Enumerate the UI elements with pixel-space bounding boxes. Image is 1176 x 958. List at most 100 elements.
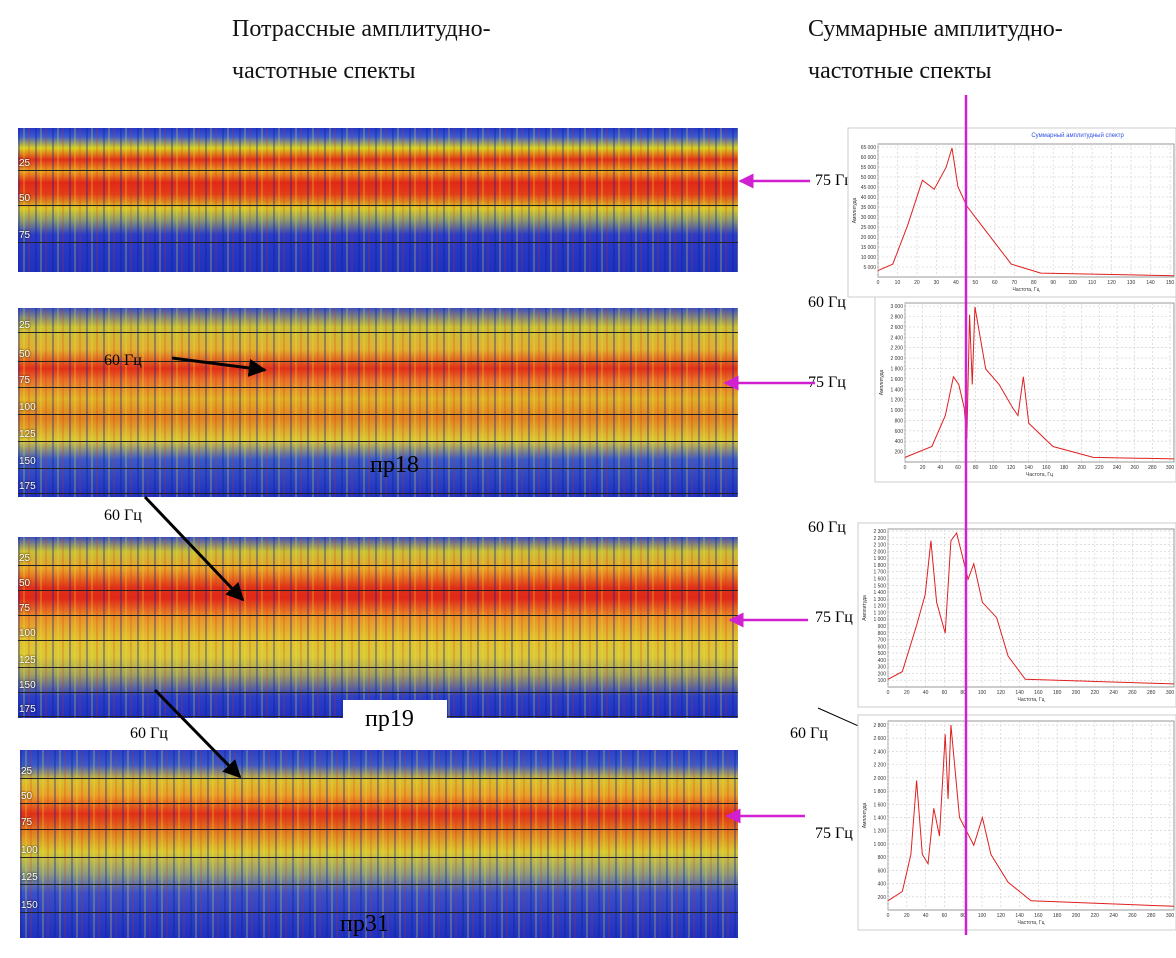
x-tick-label: 240 [1109, 913, 1118, 919]
y-tick-label: 25 000 [861, 225, 877, 231]
x-tick-label: 120 [997, 913, 1006, 919]
x-tick-label: 140 [1146, 280, 1155, 286]
x-tick-label: 220 [1095, 465, 1104, 471]
heading: частотные спекты [808, 58, 992, 84]
y-tick-label: 1 600 [873, 802, 886, 808]
depth-line [18, 170, 738, 171]
y-tick-label: 1 800 [890, 366, 903, 372]
x-tick-label: 280 [1148, 465, 1157, 471]
x-tick-label: 100 [989, 465, 998, 471]
x-tick-label: 50 [973, 280, 979, 286]
depth-tick-label: 125 [19, 429, 36, 440]
depth-tick-label: 75 [21, 817, 33, 828]
x-tick-label: 180 [1053, 690, 1062, 696]
depth-line [18, 441, 738, 442]
depth-line [18, 667, 738, 668]
depth-line [20, 884, 738, 885]
depth-line [20, 857, 738, 858]
x-tick-label: 100 [978, 913, 987, 919]
depth-line [18, 414, 738, 415]
x-tick-label: 120 [997, 690, 1006, 696]
y-tick-label: 50 000 [861, 175, 877, 181]
y-tick-label: 2 200 [890, 346, 903, 352]
x-tick-label: 80 [960, 913, 966, 919]
y-tick-label: 400 [895, 439, 904, 445]
y-tick-label: 2 300 [873, 529, 886, 535]
y-tick-label: 800 [895, 418, 904, 424]
y-tick-label: 2 000 [873, 776, 886, 782]
x-tick-label: 40 [938, 465, 944, 471]
y-axis-label: Амплитуда [862, 803, 868, 829]
x-tick-label: 200 [1072, 913, 1081, 919]
x-axis-label: Частота, Гц [1013, 287, 1040, 293]
y-tick-label: 2 600 [890, 325, 903, 331]
marker-60-left: 60 Гц [104, 507, 142, 524]
spectrogram [18, 128, 738, 272]
y-tick-label: 65 000 [861, 145, 877, 151]
depth-line [18, 332, 738, 333]
heading: Потрассные амплитудно- [232, 16, 491, 42]
x-tick-label: 300 [1166, 913, 1175, 919]
depth-tick-label: 75 [19, 375, 31, 386]
depth-tick-label: 50 [19, 578, 31, 589]
depth-tick-label: 150 [19, 680, 36, 691]
x-tick-label: 160 [1034, 690, 1043, 696]
heading: Суммарные амплитудно- [808, 16, 1063, 42]
x-tick-label: 40 [923, 913, 929, 919]
y-tick-label: 1 800 [873, 563, 886, 569]
spectrum-title: Суммарный амплитудный спектр [1031, 132, 1124, 139]
y-tick-label: 2 100 [873, 543, 886, 549]
marker-60-right: 60 Гц [790, 725, 828, 742]
depth-tick-label: 175 [19, 704, 36, 715]
depth-line [18, 242, 738, 243]
y-tick-label: 1 300 [873, 597, 886, 603]
y-tick-label: 10 000 [861, 255, 877, 261]
marker-60-left: 60 Гц [130, 725, 168, 742]
x-tick-label: 240 [1113, 465, 1122, 471]
x-tick-label: 10 [895, 280, 901, 286]
depth-line [18, 692, 738, 693]
y-tick-label: 1 200 [873, 604, 886, 610]
x-tick-label: 130 [1127, 280, 1136, 286]
plot-area [904, 302, 1175, 463]
y-tick-label: 3 000 [890, 304, 903, 310]
spectrum-curve [877, 147, 1175, 277]
depth-tick-label: 25 [19, 553, 31, 564]
heading: частотные спекты [232, 58, 416, 84]
y-tick-label: 2 400 [873, 749, 886, 755]
y-tick-label: 1 100 [873, 610, 886, 616]
y-tick-label: 1 700 [873, 570, 886, 576]
y-tick-label: 1 900 [873, 556, 886, 562]
y-tick-label: 1 400 [873, 590, 886, 596]
depth-tick-label: 50 [19, 193, 31, 204]
y-tick-label: 400 [878, 658, 887, 664]
x-tick-label: 200 [1077, 465, 1086, 471]
y-tick-label: 200 [895, 450, 904, 456]
y-tick-label: 1 600 [873, 577, 886, 583]
y-tick-label: 2 200 [873, 763, 886, 769]
depth-line [18, 615, 738, 616]
depth-line [20, 912, 738, 913]
x-axis-label: Частота, Гц [1018, 920, 1045, 926]
x-tick-label: 20 [904, 690, 910, 696]
arrow [143, 495, 245, 602]
x-tick-label: 180 [1053, 913, 1062, 919]
x-tick-label: 0 [887, 690, 890, 696]
y-tick-label: 2 600 [873, 736, 886, 742]
x-tick-label: 60 [942, 913, 948, 919]
plot-area [877, 143, 1175, 278]
x-tick-label: 140 [1024, 465, 1033, 471]
x-axis-label: Частота, Гц [1026, 472, 1053, 478]
y-tick-label: 800 [878, 631, 887, 637]
x-tick-label: 110 [1088, 280, 1096, 286]
y-tick-label: 30 000 [861, 215, 877, 221]
depth-tick-label: 50 [19, 349, 31, 360]
y-axis-label: Амплитуда [862, 595, 868, 621]
depth-tick-label: 125 [21, 872, 38, 883]
plot-area [887, 720, 1175, 911]
x-tick-label: 120 [1007, 465, 1016, 471]
spectrum-curve [887, 531, 1175, 685]
y-tick-label: 1 400 [890, 387, 903, 393]
depth-line [18, 205, 738, 206]
